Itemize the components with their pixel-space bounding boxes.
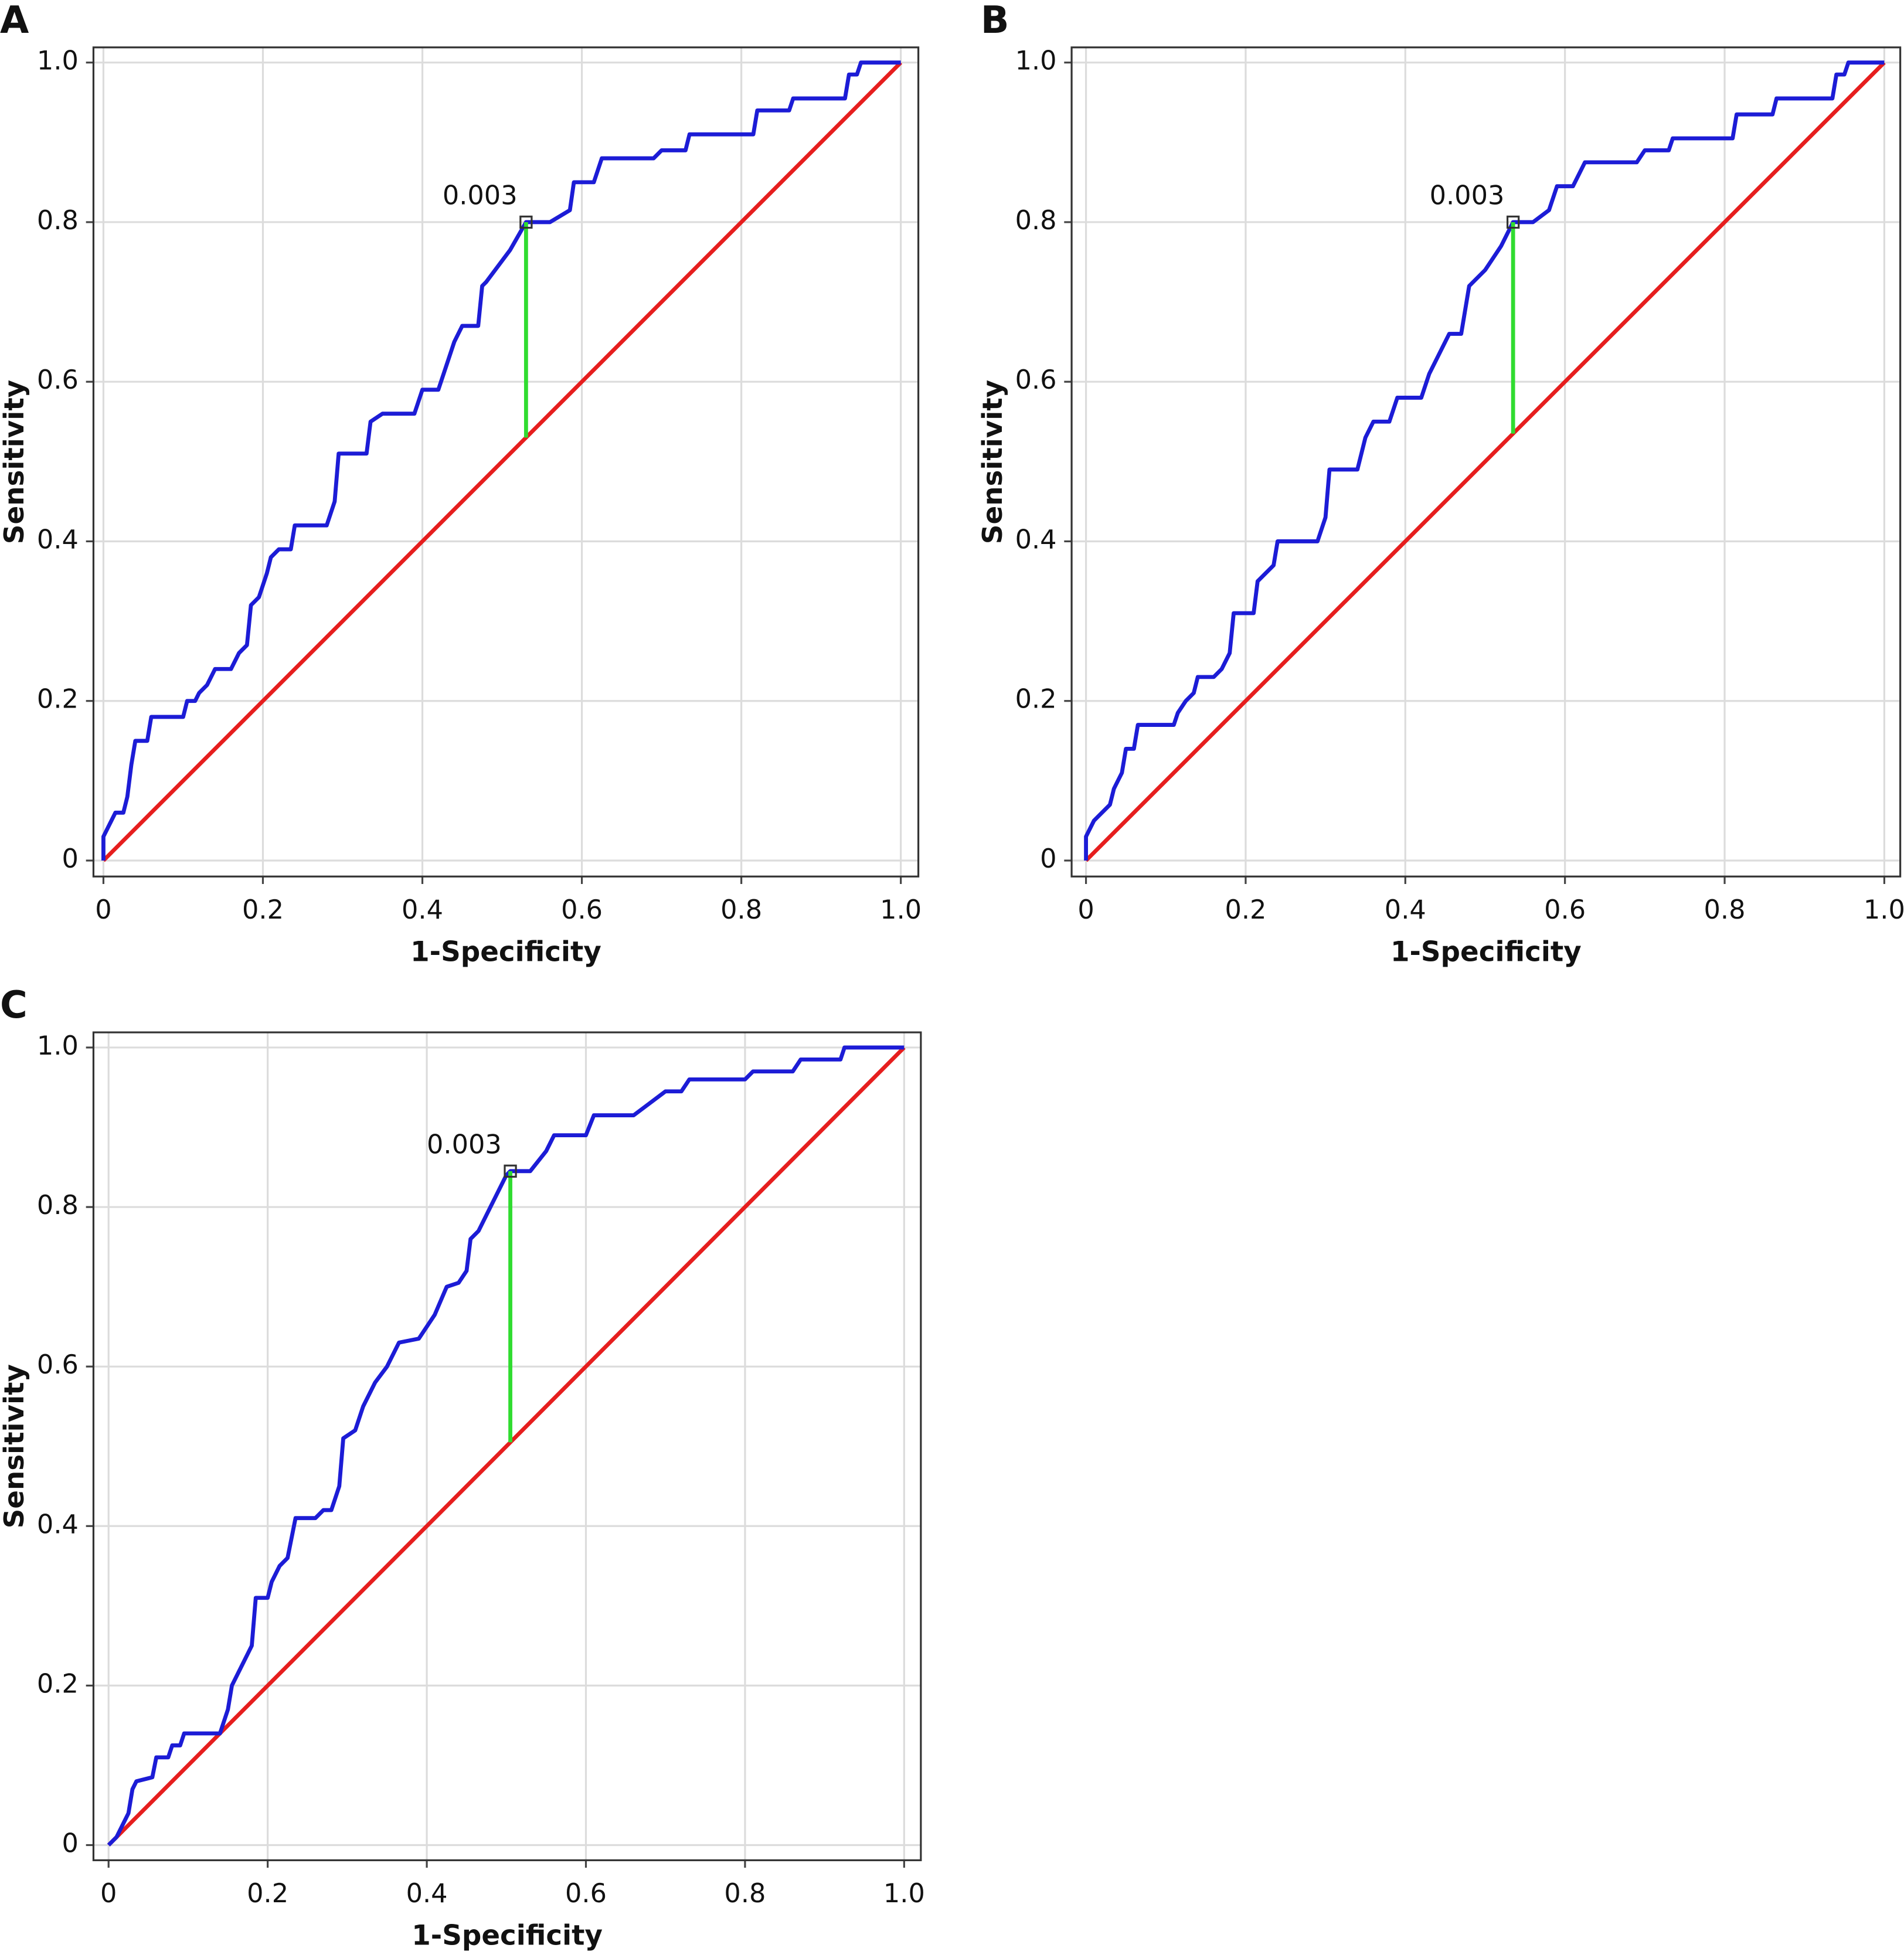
roc-line — [107, 1046, 906, 1847]
y-tick-label: 0.8 — [1015, 205, 1057, 236]
y-tick-label: 0.6 — [37, 365, 79, 395]
roc-line — [1084, 60, 1885, 861]
x-tick-label: 1.0 — [880, 895, 922, 925]
x-tick-label: 0.8 — [724, 1878, 766, 1909]
y-tick-label: 0.4 — [1015, 524, 1057, 555]
y-tick-label: 0 — [1040, 844, 1056, 874]
x-tick-label: 0.6 — [561, 895, 603, 925]
chart-panel: B 0 0.2 0.4 0.6 0.8 1.0 0 0.2 0.4 0.6 0.8 1.0 1-Speci… — [977, 0, 1904, 968]
y-tick-label: 1.0 — [37, 1031, 79, 1061]
plot-frame — [1070, 46, 1902, 878]
y-axis-label: Sensitivity — [0, 1364, 30, 1528]
y-tick-label: 0.2 — [37, 1668, 79, 1699]
roc-line — [102, 61, 903, 862]
y-tick-label: 0.6 — [1015, 365, 1057, 395]
y-tick-label: 0.4 — [37, 1509, 79, 1539]
chart-panel: A 0 0.2 0.4 0.6 0.8 1.0 0 0.2 0.4 0.6 0.8 1.0 1-Speci… — [0, 0, 922, 968]
y-axis-label: Sensitivity — [977, 380, 1009, 544]
x-axis-label: 1-Specificity — [1390, 937, 1582, 968]
y-tick-label: 1.0 — [1015, 46, 1057, 76]
y-tick-label: 0.2 — [37, 684, 79, 715]
x-tick-label: 1.0 — [1864, 895, 1904, 925]
x-tick-label: 1.0 — [883, 1878, 925, 1909]
y-tick-label: 1.0 — [37, 46, 79, 76]
x-tick-label: 0.4 — [402, 895, 443, 925]
x-tick-label: 0 — [1077, 895, 1094, 925]
y-tick-label: 0 — [62, 1828, 79, 1858]
panel-label: A — [0, 0, 29, 42]
panel-label: C — [0, 984, 28, 1027]
y-tick-label: 0.4 — [37, 524, 79, 555]
roc-line — [101, 60, 901, 861]
panel-label: B — [981, 0, 1009, 42]
x-axis-label: 1-Specificity — [410, 937, 601, 968]
cutoff-marker — [1506, 215, 1520, 229]
roc-line — [107, 1045, 905, 1847]
x-tick-label: 0.6 — [565, 1878, 607, 1909]
chart-panel: C 0 0.2 0.4 0.6 0.8 1.0 0 0.2 0.4 0.6 0.8 1.0 1-Speci… — [0, 984, 925, 1952]
x-tick-label: 0.4 — [1385, 895, 1426, 925]
annotation: 0.003 — [443, 180, 518, 210]
y-tick-label: 0 — [62, 844, 79, 874]
plot-frame — [92, 1031, 922, 1861]
x-tick-label: 0.4 — [406, 1878, 448, 1909]
x-tick-label: 0.2 — [1225, 895, 1266, 925]
y-axis-label: Sensitivity — [0, 380, 30, 544]
x-tick-label: 0 — [95, 895, 111, 925]
plot-frame — [92, 46, 920, 878]
cutoff-marker — [519, 215, 533, 229]
x-tick-label: 0.2 — [247, 1878, 288, 1909]
annotation: 0.003 — [427, 1129, 502, 1160]
x-tick-label: 0.8 — [1704, 895, 1746, 925]
x-tick-label: 0 — [100, 1878, 117, 1909]
y-tick-label: 0.8 — [37, 205, 79, 236]
annotation: 0.003 — [1430, 180, 1505, 210]
x-tick-label: 0.2 — [242, 895, 284, 925]
y-tick-label: 0.2 — [1015, 684, 1057, 715]
y-tick-label: 0.6 — [37, 1349, 79, 1380]
roc-line — [1084, 61, 1886, 862]
x-tick-label: 0.6 — [1544, 895, 1586, 925]
x-axis-label: 1-Specificity — [412, 1920, 603, 1952]
x-tick-label: 0.8 — [720, 895, 762, 925]
cutoff-marker — [504, 1164, 517, 1178]
y-tick-label: 0.8 — [37, 1190, 79, 1220]
